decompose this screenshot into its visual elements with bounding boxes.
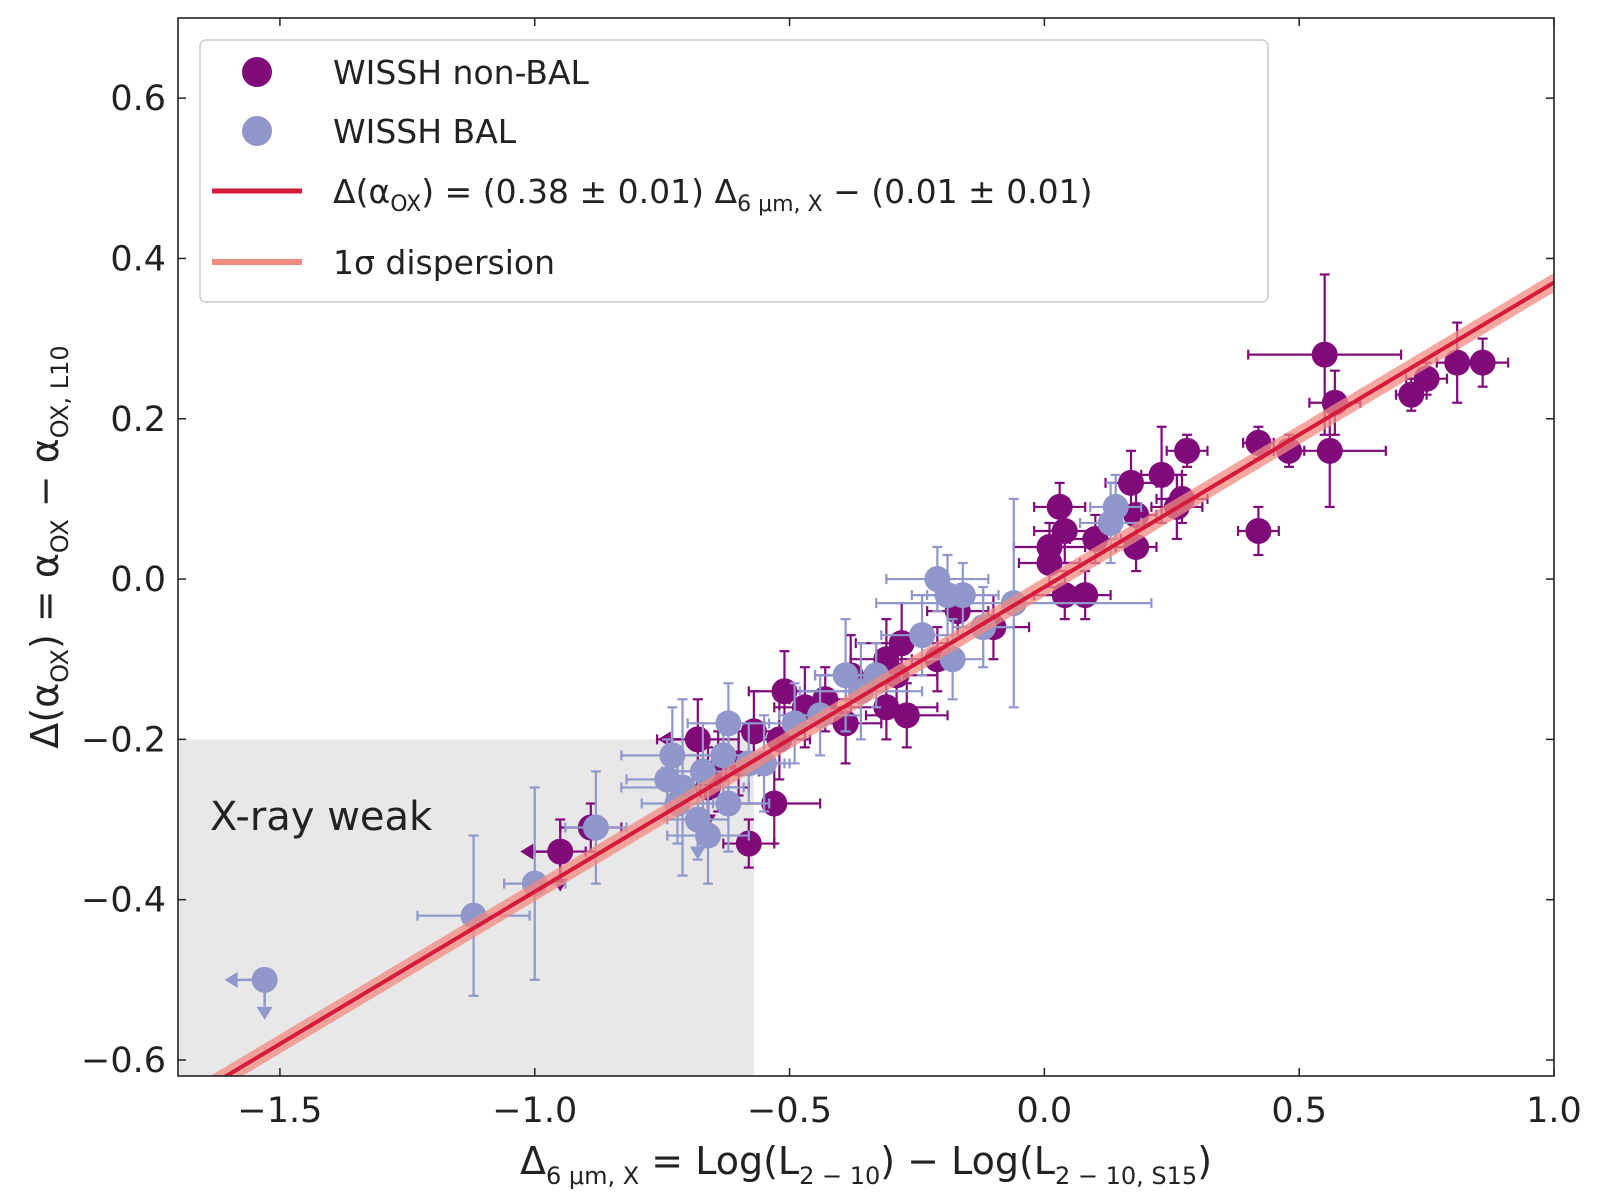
data-point-non-bal xyxy=(1444,349,1471,376)
data-point-bal xyxy=(582,814,609,841)
dispersion-band xyxy=(210,272,1554,1076)
y-tick-label: 0.0 xyxy=(110,560,166,600)
series-bal xyxy=(224,473,1153,1020)
x-tick-label: −1.0 xyxy=(492,1091,577,1131)
data-point-non-bal xyxy=(1046,493,1073,520)
data-point-non-bal xyxy=(1051,517,1078,544)
data-point-non-bal xyxy=(873,694,900,721)
x-tick-label: −1.5 xyxy=(237,1091,322,1131)
data-point-bal xyxy=(654,766,681,793)
x-axis-title: Δ6 μm, X = Log(L2 − 10) − Log(L2 − 10, S… xyxy=(520,1139,1212,1190)
data-point-non-bal xyxy=(1036,550,1063,577)
data-point-non-bal xyxy=(735,830,762,857)
x-tick-label: 0.5 xyxy=(1271,1091,1327,1131)
plot-frame xyxy=(177,17,1555,1077)
data-point-non-bal xyxy=(1469,349,1496,376)
data-marks xyxy=(224,273,1510,1020)
legend-marker-bal xyxy=(242,116,272,146)
legend-label-fit: Δ(αOX) = (0.38 ± 0.01) Δ6 μm, X − (0.01 … xyxy=(333,172,1093,217)
x-ray-weak-label: X-ray weak xyxy=(210,794,433,840)
data-point-bal xyxy=(1097,509,1124,536)
data-point-non-bal xyxy=(740,718,767,745)
data-point-bal xyxy=(695,822,722,849)
y-tick-label: −0.4 xyxy=(81,881,166,921)
limit-arrow-head xyxy=(520,843,534,860)
regression-fit xyxy=(210,272,1554,1076)
data-point-bal xyxy=(251,966,278,993)
data-point-bal xyxy=(715,710,742,737)
data-point-non-bal xyxy=(1245,517,1272,544)
data-point-non-bal xyxy=(1118,469,1145,496)
data-point-non-bal xyxy=(684,726,711,753)
y-axis-title: Δ(αOX) = αOX − αOX, L10 xyxy=(23,345,74,748)
y-tick-label: 0.6 xyxy=(110,79,166,119)
fit-line xyxy=(222,280,1554,1076)
x-tick-label: −0.5 xyxy=(747,1091,832,1131)
data-point-non-bal xyxy=(547,838,574,865)
data-point-non-bal xyxy=(1316,437,1343,464)
legend-label-dispersion: 1σ dispersion xyxy=(333,243,555,282)
legend-box xyxy=(199,39,1269,303)
limit-arrow-head xyxy=(689,846,706,860)
y-tick-label: −0.6 xyxy=(81,1041,166,1081)
y-tick-label: 0.4 xyxy=(110,239,166,279)
axis-ticks: −1.5 −1.0 −0.5 0.0 0.5 1.0 −0.6 −0.4 −0.2 0.0 0.2 0… xyxy=(81,18,1582,1131)
data-point-non-bal xyxy=(1072,582,1099,609)
x-tick-label: 0.0 xyxy=(1017,1091,1073,1131)
data-point-bal xyxy=(715,790,742,817)
limit-arrow-head xyxy=(256,1006,273,1020)
data-point-bal xyxy=(909,622,936,649)
data-point-non-bal xyxy=(761,790,788,817)
legend-label-bal: WISSH BAL xyxy=(333,112,517,151)
y-tick-label: −0.2 xyxy=(81,720,166,760)
data-point-non-bal xyxy=(1051,582,1078,609)
data-point-non-bal xyxy=(893,702,920,729)
legend-label-non-bal: WISSH non-BAL xyxy=(333,53,590,92)
data-point-bal xyxy=(949,582,976,609)
data-point-non-bal xyxy=(771,678,798,705)
data-point-non-bal xyxy=(1311,341,1338,368)
data-point-bal xyxy=(710,742,737,769)
legend: WISSH non-BAL WISSH BAL Δ(αOX) = (0.38 ±… xyxy=(199,39,1269,303)
x-tick-label: 1.0 xyxy=(1526,1091,1582,1131)
legend-marker-non-bal xyxy=(242,57,272,87)
data-point-non-bal xyxy=(1174,437,1201,464)
limit-arrow-head xyxy=(224,971,238,988)
data-point-non-bal xyxy=(1413,365,1440,392)
data-point-bal xyxy=(659,742,686,769)
y-tick-label: 0.2 xyxy=(110,400,166,440)
data-point-non-bal xyxy=(1148,461,1175,488)
